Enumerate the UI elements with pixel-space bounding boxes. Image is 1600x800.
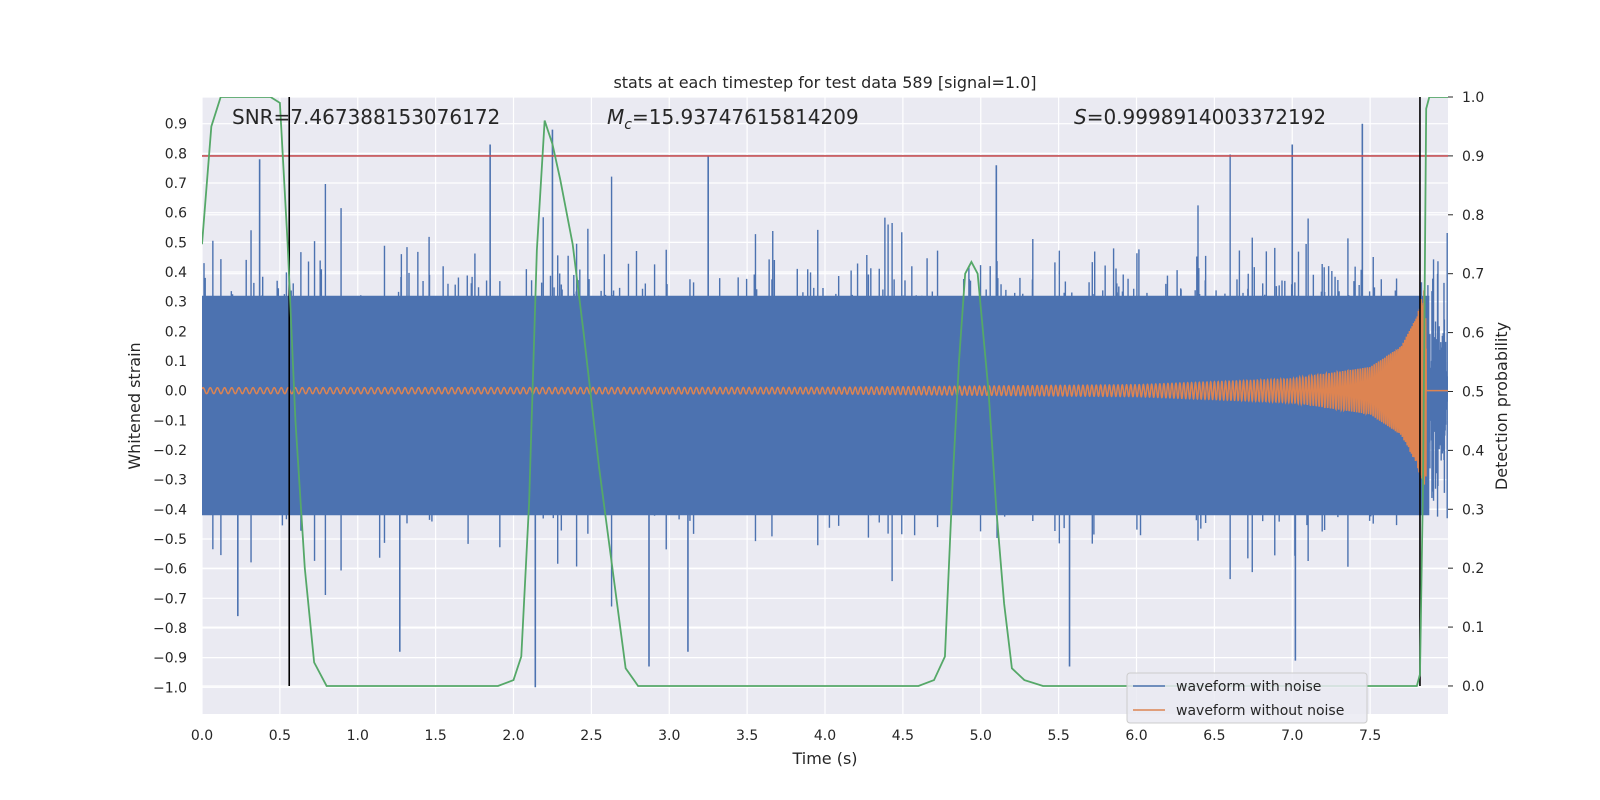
y-axis-label: Whitened strain xyxy=(125,342,144,469)
y-tick-label: 0.9 xyxy=(165,117,187,133)
y-tick-label: 0.1 xyxy=(165,354,187,370)
y-tick-label: −0.4 xyxy=(153,502,187,518)
y2-tick-label: 1.0 xyxy=(1462,90,1484,106)
chirp-mass-subscript: c xyxy=(624,117,632,133)
x-tick-label: 3.0 xyxy=(658,728,680,744)
chirp-mass-value: =15.93747615814209 xyxy=(632,105,859,129)
y-tick-label: 0.7 xyxy=(165,176,187,192)
x-tick-label: 7.5 xyxy=(1359,728,1381,744)
legend-box xyxy=(1126,672,1368,724)
x-tick-label: 1.5 xyxy=(424,728,446,744)
legend: waveform with noise waveform without noi… xyxy=(1126,672,1368,724)
y-tick-label: 0.6 xyxy=(165,206,187,222)
legend-label-clean: waveform without noise xyxy=(1176,703,1344,719)
y2-tick-label: 0.3 xyxy=(1462,502,1484,518)
y2-tick-label: 0.0 xyxy=(1462,679,1484,695)
x-tick-label: 4.5 xyxy=(892,728,914,744)
y2-tick-label: 0.5 xyxy=(1462,384,1484,400)
x-tick-label: 6.0 xyxy=(1125,728,1147,744)
y2-tick-label: 0.4 xyxy=(1462,443,1484,459)
y-axis-right: 1.0 0.9 0.8 0.7 0.6 0.5 0.4 0.3 0.2 0.1 0.0 xyxy=(1448,90,1484,695)
y-tick-label: 0.5 xyxy=(165,235,187,251)
chirp-mass-annotation: Mc=15.93747615814209 xyxy=(607,105,859,133)
x-tick-label: 0.5 xyxy=(269,728,291,744)
y2-tick-label: 0.9 xyxy=(1462,149,1484,165)
y-tick-label: 0.3 xyxy=(165,295,187,311)
y2-tick-label: 0.2 xyxy=(1462,561,1484,577)
x-tick-label: 5.0 xyxy=(970,728,992,744)
y-tick-label: −0.3 xyxy=(153,473,187,489)
score-annotation: S=0.9998914003372192 xyxy=(1074,105,1326,129)
x-tick-label: 2.5 xyxy=(580,728,602,744)
x-tick-label: 3.5 xyxy=(736,728,758,744)
y2-tick-label: 0.1 xyxy=(1462,620,1484,636)
x-tick-label: 7.0 xyxy=(1281,728,1303,744)
y2-axis-label: Detection probability xyxy=(1492,322,1511,490)
y-tick-label: −0.8 xyxy=(153,621,187,637)
y-tick-label: −0.2 xyxy=(153,443,187,459)
score-value: =0.9998914003372192 xyxy=(1087,105,1326,129)
clean-waveform-line xyxy=(202,287,1448,485)
x-tick-label: 5.5 xyxy=(1047,728,1069,744)
x-tick-label: 2.0 xyxy=(502,728,524,744)
y-tick-label: −0.5 xyxy=(153,532,187,548)
chirp-mass-symbol: M xyxy=(607,105,624,129)
y2-tick-label: 0.8 xyxy=(1462,208,1484,224)
y-tick-label: 0.2 xyxy=(165,324,187,340)
y-tick-label: −0.9 xyxy=(153,651,187,667)
y2-tick-label: 0.7 xyxy=(1462,267,1484,283)
detection-probability-line xyxy=(202,97,1448,687)
y-tick-label: 0.8 xyxy=(165,146,187,162)
y-axis-left: 0.9 0.8 0.7 0.6 0.5 0.4 0.3 0.2 0.1 0.0 −0.1 −0.2 −0… xyxy=(153,117,187,697)
x-axis-label: Time (s) xyxy=(791,749,857,768)
y-tick-label: −1.0 xyxy=(153,680,187,696)
x-tick-label: 0.0 xyxy=(191,728,213,744)
legend-label-noise: waveform with noise xyxy=(1176,679,1321,695)
y-tick-label: −0.6 xyxy=(153,562,187,578)
y2-tick-label: 0.6 xyxy=(1462,326,1484,342)
snr-annotation: SNR=7.467388153076172 xyxy=(232,105,500,129)
chart-title: stats at each timestep for test data 589… xyxy=(613,73,1036,92)
y-tick-label: 0.4 xyxy=(165,265,187,281)
series-layer xyxy=(202,97,1448,688)
x-tick-label: 6.5 xyxy=(1203,728,1225,744)
y-tick-label: 0.0 xyxy=(165,384,187,400)
x-axis: 0.0 0.5 1.0 1.5 2.0 2.5 3.0 3.5 4.0 4.5 5.0 5.5 6.0 6… xyxy=(191,728,1381,744)
score-symbol: S xyxy=(1074,105,1087,129)
y-tick-label: −0.7 xyxy=(153,591,187,607)
x-tick-label: 1.0 xyxy=(347,728,369,744)
y-tick-label: −0.1 xyxy=(153,413,187,429)
noisy-waveform-core xyxy=(202,295,1430,516)
x-tick-label: 4.0 xyxy=(814,728,836,744)
